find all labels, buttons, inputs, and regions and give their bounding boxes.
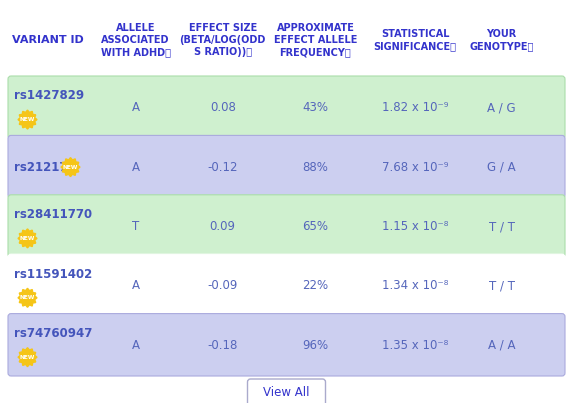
FancyBboxPatch shape [8, 195, 565, 257]
Text: 88%: 88% [303, 161, 328, 174]
Text: 0.09: 0.09 [210, 220, 236, 233]
Text: 0.08: 0.08 [210, 101, 236, 114]
Text: 96%: 96% [303, 339, 328, 352]
FancyBboxPatch shape [8, 135, 565, 198]
Text: YOUR
GENOTYPEⓘ: YOUR GENOTYPEⓘ [469, 29, 533, 51]
Text: G / A: G / A [487, 161, 516, 174]
Polygon shape [18, 288, 37, 307]
Text: ALLELE
ASSOCIATED
WITH ADHDⓘ: ALLELE ASSOCIATED WITH ADHDⓘ [100, 23, 171, 57]
Text: A / A: A / A [488, 339, 515, 352]
Text: 22%: 22% [303, 279, 328, 293]
Text: A: A [132, 339, 140, 352]
Text: 1.35 x 10⁻⁸: 1.35 x 10⁻⁸ [382, 339, 448, 352]
Text: 7.68 x 10⁻⁹: 7.68 x 10⁻⁹ [382, 161, 449, 174]
Text: rs11591402: rs11591402 [14, 268, 92, 280]
FancyBboxPatch shape [8, 314, 565, 376]
Text: rs1427829: rs1427829 [14, 89, 84, 102]
Text: -0.09: -0.09 [207, 279, 238, 293]
Text: NEW: NEW [20, 236, 35, 241]
Text: T / T: T / T [489, 279, 515, 293]
Text: rs212178: rs212178 [14, 161, 76, 174]
Polygon shape [18, 229, 37, 248]
Text: NEW: NEW [63, 164, 78, 170]
Text: A: A [132, 161, 140, 174]
Text: STATISTICAL
SIGNIFICANCEⓘ: STATISTICAL SIGNIFICANCEⓘ [374, 29, 457, 51]
FancyBboxPatch shape [8, 76, 565, 138]
Text: NEW: NEW [20, 355, 35, 360]
Text: 1.15 x 10⁻⁸: 1.15 x 10⁻⁸ [382, 220, 448, 233]
Polygon shape [18, 110, 37, 129]
Text: NEW: NEW [20, 117, 35, 122]
Text: View All: View All [263, 386, 310, 399]
FancyBboxPatch shape [8, 254, 565, 317]
Text: 43%: 43% [303, 101, 328, 114]
Text: T / T: T / T [489, 220, 515, 233]
Text: 65%: 65% [303, 220, 328, 233]
Text: A: A [132, 279, 140, 293]
Text: EFFECT SIZE
(BETA/LOG(ODD
S RATIO))ⓘ: EFFECT SIZE (BETA/LOG(ODD S RATIO))ⓘ [179, 23, 266, 57]
Text: rs28411770: rs28411770 [14, 208, 92, 221]
Text: rs74760947: rs74760947 [14, 327, 92, 340]
Text: A / G: A / G [487, 101, 516, 114]
Text: -0.18: -0.18 [207, 339, 238, 352]
Text: VARIANT ID: VARIANT ID [12, 35, 84, 45]
FancyBboxPatch shape [248, 379, 325, 403]
Text: -0.12: -0.12 [207, 161, 238, 174]
Polygon shape [18, 348, 37, 367]
Text: T: T [132, 220, 139, 233]
Polygon shape [61, 158, 80, 177]
Text: 1.34 x 10⁻⁸: 1.34 x 10⁻⁸ [382, 279, 448, 293]
Text: NEW: NEW [20, 295, 35, 300]
Text: A: A [132, 101, 140, 114]
Text: 1.82 x 10⁻⁹: 1.82 x 10⁻⁹ [382, 101, 449, 114]
Text: APPROXIMATE
EFFECT ALLELE
FREQUENCYⓘ: APPROXIMATE EFFECT ALLELE FREQUENCYⓘ [274, 23, 357, 57]
